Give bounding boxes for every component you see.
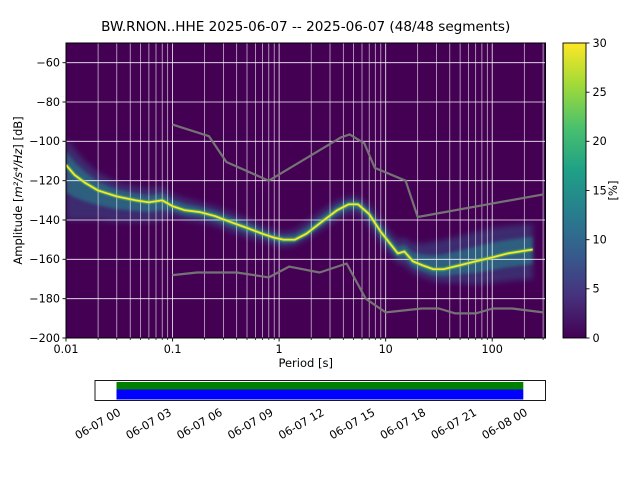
time-tick-label: 06-07 06 xyxy=(175,406,225,442)
psd-mode-line xyxy=(66,164,533,271)
x-tick-label: 10 xyxy=(379,343,393,356)
psd-mode-ridge xyxy=(66,163,533,271)
time-tick-label: 06-07 03 xyxy=(124,406,174,442)
chart-title: BW.RNON..HHE 2025-06-07 -- 2025-06-07 (4… xyxy=(101,19,510,35)
time-tick-label: 06-07 18 xyxy=(378,406,428,442)
plot-frame xyxy=(65,42,546,339)
y-tick-label: −120 xyxy=(29,175,60,188)
x-axis-ticks: 0.01 0.1 1 10 100 xyxy=(54,338,544,356)
y-tick-label: −80 xyxy=(36,96,60,109)
x-tick-label: 100 xyxy=(482,343,503,356)
colorbar-tick-label: 10 xyxy=(593,234,607,247)
colorbar-tick-label: 25 xyxy=(593,86,607,99)
time-tick-label: 06-08 00 xyxy=(480,406,530,442)
psd-density-inner xyxy=(66,151,533,277)
y-axis-label: Amplitude [m²/s⁴/Hz] [dB] xyxy=(11,116,25,264)
colorbar-tick-label: 20 xyxy=(593,135,607,148)
x-tick-label: 0.1 xyxy=(164,343,182,356)
time-tick-label: 06-07 15 xyxy=(327,406,377,442)
y-axis-label-suffix: ] [dB] xyxy=(11,116,25,148)
colorbar-tick-label: 5 xyxy=(593,283,600,296)
time-tick-label: 06-07 09 xyxy=(226,406,276,442)
plot-area xyxy=(66,43,546,338)
colorbar-tick-label: 0 xyxy=(593,332,600,345)
y-tick-label: −100 xyxy=(29,135,60,148)
x-tick-label: 1 xyxy=(276,343,283,356)
coverage-bar-green xyxy=(116,382,524,390)
colorbar-label: [%] xyxy=(606,181,620,201)
x-tick-label: 0.01 xyxy=(54,343,79,356)
y-tick-label: −200 xyxy=(29,332,60,345)
y-tick-label: −60 xyxy=(36,57,60,70)
nlnm-curve xyxy=(172,262,544,315)
colorbar-ticks: 0 5 10 15 20 25 30 xyxy=(586,37,607,345)
y-axis-label-prefix: Amplitude [ xyxy=(11,198,25,265)
noise-model-curves xyxy=(172,123,544,315)
colorbar-gradient xyxy=(563,43,586,338)
y-tick-label: −140 xyxy=(29,214,60,227)
time-tick-label: 06-07 12 xyxy=(276,406,326,442)
y-axis-label-units: m²/s⁴/Hz xyxy=(11,148,25,198)
coverage-bar-blue xyxy=(116,389,524,400)
psd-histogram-haze xyxy=(66,137,533,285)
time-tick-label: 06-07 21 xyxy=(429,406,479,442)
y-axis-ticks: −60 −80 −100 −120 −140 −160 −180 −200 xyxy=(29,57,66,345)
plot-grid xyxy=(66,43,546,338)
x-axis-label: Period [s] xyxy=(278,356,332,370)
colorbar-tick-label: 15 xyxy=(593,184,607,197)
colorbar-tick-label: 30 xyxy=(593,37,607,50)
y-tick-label: −160 xyxy=(29,253,60,266)
time-tick-label: 06-07 00 xyxy=(73,406,123,442)
y-tick-label: −180 xyxy=(29,293,60,306)
nhnm-curve xyxy=(172,123,544,219)
time-axis-labels: 06-07 00 06-07 03 06-07 06 06-07 09 06-07 12… xyxy=(73,406,530,442)
psd-density-outer xyxy=(66,137,533,285)
